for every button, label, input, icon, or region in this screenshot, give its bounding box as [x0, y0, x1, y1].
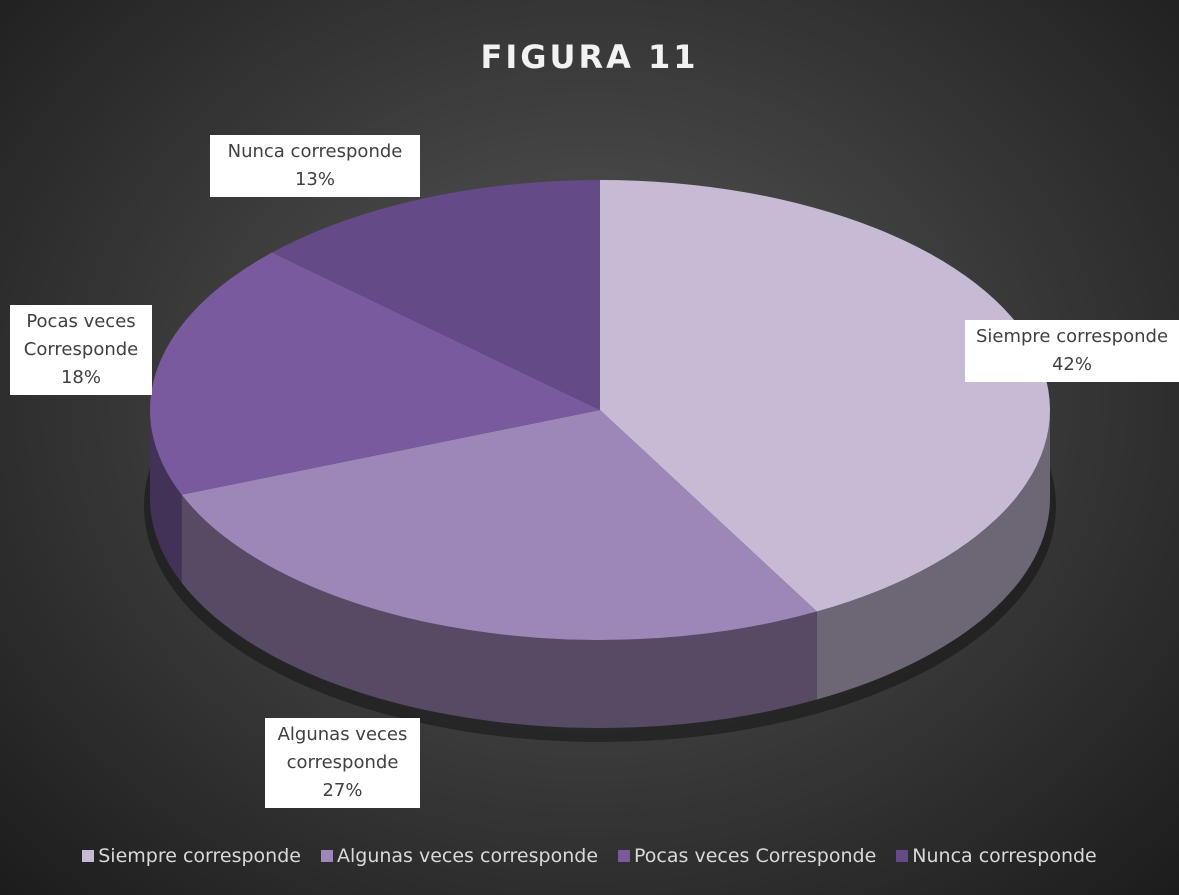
data-label: Algunas veces corresponde 27%	[265, 718, 420, 808]
data-label-category: Nunca corresponde	[227, 141, 403, 162]
data-label-value: 42%	[1051, 354, 1092, 375]
legend-swatch	[618, 850, 631, 862]
legend: Siempre corresponde Algunas veces corresp…	[0, 845, 1179, 867]
data-label: Pocas veces Corresponde 18%	[10, 305, 152, 395]
legend-label: Siempre corresponde	[98, 845, 301, 867]
data-label-category: Algunas veces corresponde	[277, 724, 408, 773]
legend-item: Nunca corresponde	[896, 845, 1097, 867]
data-label-category: Pocas veces Corresponde	[23, 311, 139, 360]
legend-item: Siempre corresponde	[82, 845, 301, 867]
legend-swatch	[896, 850, 909, 862]
data-label: Siempre corresponde 42%	[965, 320, 1179, 382]
chart-title: FIGURA 11	[480, 38, 699, 76]
slice	[600, 180, 1050, 612]
legend-item: Algunas veces corresponde	[320, 845, 599, 867]
slice	[150, 252, 600, 495]
legend-item: Pocas veces Corresponde	[618, 845, 876, 867]
data-label: Nunca corresponde 13%	[210, 135, 420, 197]
legend-label: Algunas veces corresponde	[336, 845, 599, 867]
data-label-value: 18%	[60, 367, 101, 388]
legend-label: Pocas veces Corresponde	[634, 845, 877, 867]
slice-side	[816, 410, 1050, 700]
data-label-value: 27%	[322, 780, 363, 801]
slice-side	[181, 494, 817, 728]
data-label-value: 13%	[294, 169, 335, 190]
data-label-category: Siempre corresponde	[975, 326, 1169, 347]
legend-swatch	[320, 850, 333, 862]
legend-swatch	[82, 850, 95, 862]
legend-label: Nunca corresponde	[912, 845, 1097, 867]
slice-side	[150, 410, 182, 583]
slice	[271, 180, 600, 410]
slice	[181, 410, 817, 640]
